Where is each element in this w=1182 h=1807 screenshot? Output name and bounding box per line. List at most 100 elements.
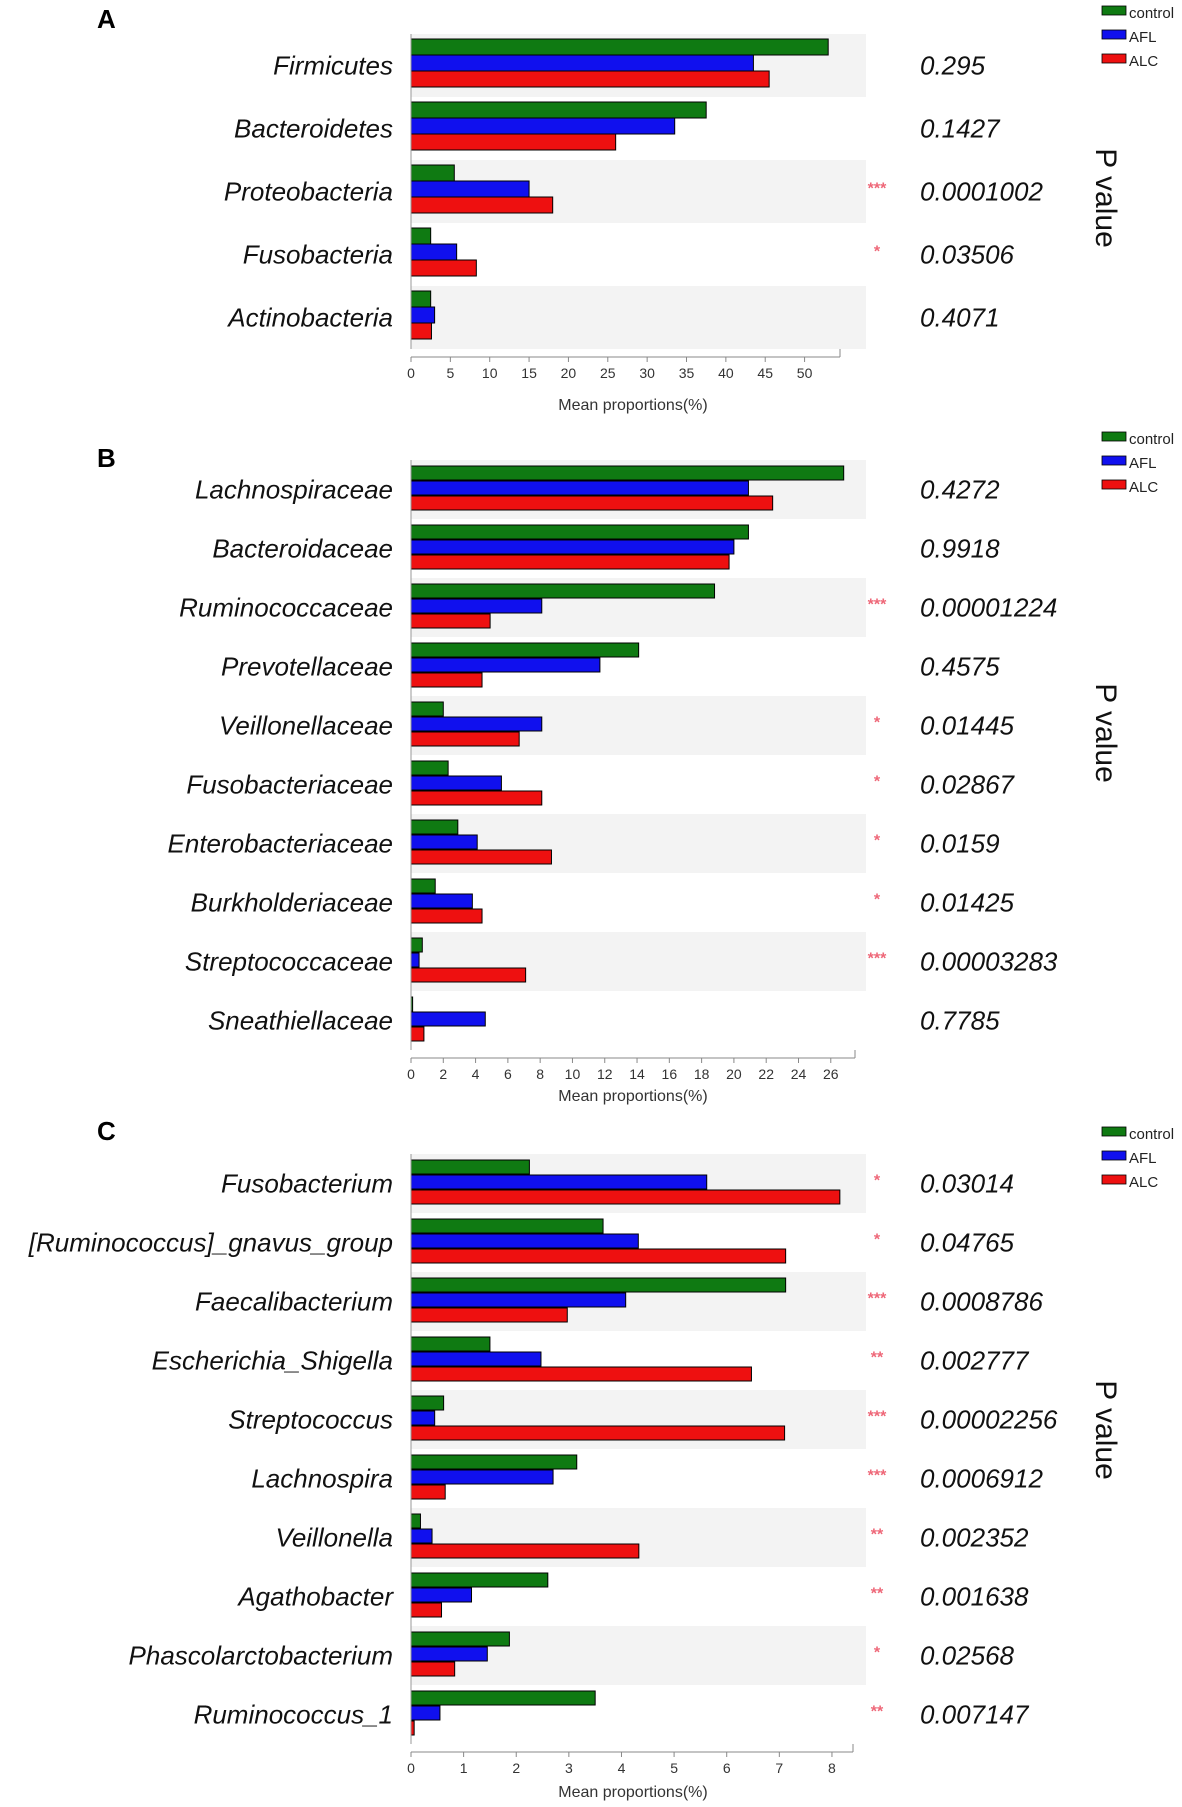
x-tick-label: 1 [460,1760,468,1776]
category-label: Prevotellaceae [221,652,393,682]
bar-AFL [410,1351,542,1367]
bar-AFL [410,1528,433,1544]
bar-AFL [410,834,478,850]
p-value: 0.001638 [920,1582,1029,1612]
category-label: [Ruminococcus]_gnavus_group [28,1228,393,1258]
p-value: 0.295 [920,51,986,81]
legend-label-control: control [1129,431,1174,448]
bar-AFL [410,775,502,791]
category-label: Firmicutes [273,51,393,81]
x-tick-label: 15 [521,365,537,381]
bar-ALC [410,1248,787,1264]
bar-control [410,227,432,245]
bar-AFL [410,306,436,324]
bar-AFL [410,716,543,732]
bar-ALC [410,1189,841,1205]
bar-ALC [410,133,617,151]
significance-stars: * [874,774,881,791]
p-value: 0.007147 [920,1700,1030,1730]
category-label: Enterobacteriaceae [168,829,393,859]
bar-AFL [410,598,543,614]
p-value: 0.4575 [920,652,1000,682]
legend-label-ALC: ALC [1129,53,1158,70]
x-tick-label: 20 [561,365,577,381]
significance-stars: * [874,1232,881,1249]
legend-swatch-AFL [1101,1150,1127,1161]
panel-letter: C [97,1116,116,1146]
legend-label-ALC: ALC [1129,479,1158,496]
bar-AFL [410,117,676,135]
bar-control [410,583,716,599]
bar-ALC [410,554,730,570]
category-label: Bacteroidaceae [212,534,393,564]
x-tick-label: 0 [407,365,415,381]
x-tick-label: 8 [536,1066,544,1082]
bar-AFL [410,1011,486,1027]
legend-label-ALC: ALC [1129,1174,1158,1191]
bar-control [410,1454,578,1470]
category-label: Fusobacteriaceae [186,770,393,800]
p-value: 0.00003283 [920,947,1058,977]
p-value: 0.01445 [920,711,1015,741]
x-tick-label: 0 [407,1066,415,1082]
bar-AFL [410,1705,441,1721]
legend-swatch-control [1101,431,1127,442]
legend-swatch-ALC [1101,1174,1127,1185]
x-tick-label: 40 [718,365,734,381]
p-value: 0.02568 [920,1641,1015,1671]
x-tick-label: 24 [791,1066,807,1082]
x-tick-label: 18 [694,1066,710,1082]
panel-B: B Lachnospiraceae 0.4272 Bacteroidaceae 0.99… [97,431,1174,1105]
x-tick-label: 12 [597,1066,613,1082]
x-tick-label: 6 [723,1760,731,1776]
bar-control [410,164,455,182]
significance-stars: ** [871,1350,884,1367]
p-value: 0.002777 [920,1346,1030,1376]
legend-swatch-ALC [1101,479,1127,490]
bar-control [410,38,829,56]
significance-stars: *** [868,1409,887,1426]
p-value: 0.03506 [920,240,1015,270]
bar-ALC [410,1307,568,1323]
p-value: 0.04765 [920,1228,1015,1258]
legend-swatch-ALC [1101,53,1127,64]
bar-control [410,1277,787,1293]
p-value-title: P value [1089,148,1122,248]
x-tick-label: 10 [482,365,498,381]
x-axis-title: Mean proportions(%) [558,1784,707,1801]
bar-AFL [410,54,754,72]
significance-stars: * [874,1645,881,1662]
bar-control [410,524,749,540]
x-tick-label: 6 [504,1066,512,1082]
category-label: Burkholderiaceae [191,888,393,918]
category-label: Phascolarctobacterium [129,1641,393,1671]
panel-C: C Fusobacterium * 0.03014 [Ruminococcus]_gna… [28,1116,1174,1801]
significance-stars: *** [868,951,887,968]
p-value: 0.0001002 [920,177,1043,207]
panel-letter: B [97,443,116,473]
row-band [411,286,866,349]
x-tick-label: 2 [512,1760,520,1776]
bar-AFL [410,1174,708,1190]
legend-label-control: control [1129,1126,1174,1143]
x-tick-label: 20 [726,1066,742,1082]
bar-control [410,290,432,308]
x-tick-label: 30 [639,365,655,381]
bar-ALC [410,322,432,340]
x-tick-label: 16 [662,1066,678,1082]
bar-AFL [410,1469,554,1485]
bar-AFL [410,893,473,909]
bar-ALC [410,196,554,214]
p-value-title: P value [1089,1380,1122,1480]
legend-swatch-control [1101,5,1127,16]
x-tick-label: 2 [439,1066,447,1082]
panel-A: A Firmicutes 0.295 Bacteroidetes 0.1427 Prote… [97,4,1174,414]
bar-ALC [410,1425,786,1441]
category-label: Faecalibacterium [195,1287,393,1317]
category-label: Lachnospira [251,1464,393,1494]
bar-ALC [410,731,520,747]
category-label: Sneathiellaceae [208,1006,393,1036]
significance-stars: * [874,892,881,909]
significance-stars: *** [868,1468,887,1485]
significance-stars: *** [868,181,887,198]
